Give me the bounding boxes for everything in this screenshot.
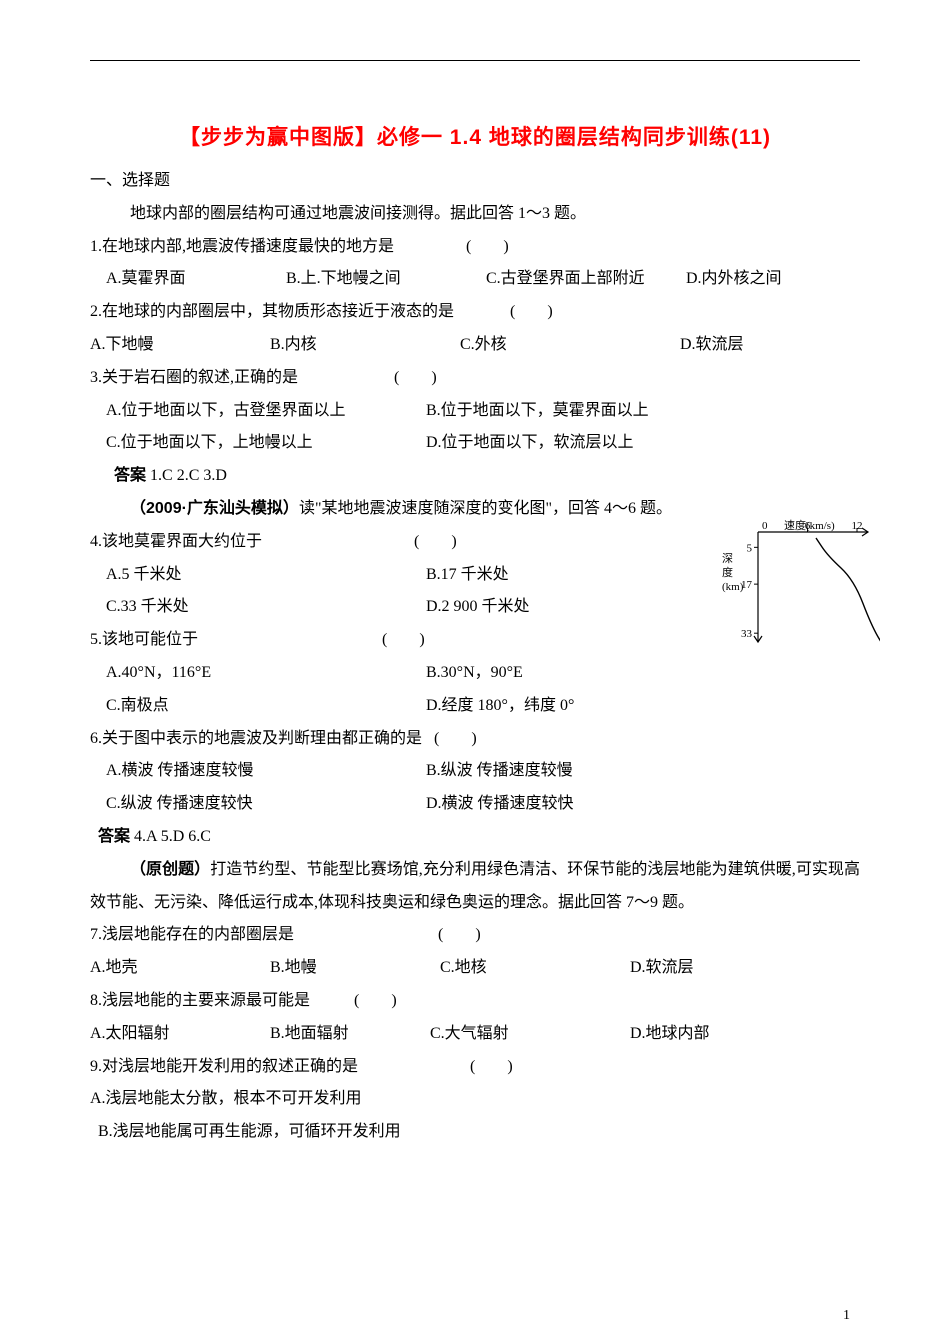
q4-opt-c: C.33 千米处 xyxy=(90,591,426,624)
answers-1-label: 答案 xyxy=(114,467,146,484)
q5-blank: ( ) xyxy=(382,624,425,657)
q5-options-row2: C.南极点 D.经度 180°，纬度 0° xyxy=(90,690,860,723)
q1-stem-text: 1.在地球内部,地震波传播速度最快的地方是 xyxy=(90,238,394,255)
q8-blank: ( ) xyxy=(354,985,397,1018)
q9-stem: 9.对浅层地能开发利用的叙述正确的是 ( ) xyxy=(90,1051,860,1084)
q8-options: A.太阳辐射 B.地面辐射 C.大气辐射 D.地球内部 xyxy=(90,1018,860,1051)
context-2-bold: （2009·广东汕头模拟） xyxy=(130,500,299,517)
q6-stem-text: 6.关于图中表示的地震波及判断理由都正确的是 xyxy=(90,730,422,747)
q5-opt-c: C.南极点 xyxy=(90,690,426,723)
q1-blank: ( ) xyxy=(466,231,509,264)
q3-stem: 3.关于岩石圈的叙述,正确的是 ( ) xyxy=(90,362,860,395)
q2-blank: ( ) xyxy=(510,296,553,329)
q7-options: A.地壳 B.地幔 C.地核 D.软流层 xyxy=(90,952,860,985)
q3-blank: ( ) xyxy=(394,362,437,395)
q6-opt-b: B.纵波 传播速度较慢 xyxy=(426,755,860,788)
answers-2: 答案 4.A 5.D 6.C xyxy=(90,821,860,854)
q6-opt-c: C.纵波 传播速度较快 xyxy=(90,788,426,821)
q4-opt-a: A.5 千米处 xyxy=(90,559,426,592)
svg-text:深: 深 xyxy=(722,552,733,565)
svg-text:6: 6 xyxy=(805,520,811,532)
q7-stem: 7.浅层地能存在的内部圈层是 ( ) xyxy=(90,919,860,952)
context-2-rest: 读"某地地震波速度随深度的变化图"，回答 4～6 题。 xyxy=(299,500,672,517)
q7-opt-c: C.地核 xyxy=(440,952,630,985)
q8-opt-b: B.地面辐射 xyxy=(270,1018,430,1051)
q1-opt-d: D.内外核之间 xyxy=(686,263,782,296)
q1-opt-b: B.上.下地幔之间 xyxy=(286,263,486,296)
section-heading: 一、选择题 xyxy=(90,165,860,198)
top-horizontal-rule xyxy=(90,60,860,61)
seismic-wave-chart: 速度(km/s)0612深度(km)51733 xyxy=(710,518,880,658)
chart-svg: 速度(km/s)0612深度(km)51733 xyxy=(710,518,880,653)
svg-text:12: 12 xyxy=(852,520,863,532)
q7-opt-d: D.软流层 xyxy=(630,952,694,985)
answers-1: 答案 1.C 2.C 3.D xyxy=(90,460,860,493)
q5-opt-b: B.30°N，90°E xyxy=(426,657,860,690)
q5-opt-a: A.40°N，116°E xyxy=(90,657,426,690)
q5-stem-text: 5.该地可能位于 xyxy=(90,631,198,648)
q3-opt-a: A.位于地面以下，古登堡界面以上 xyxy=(90,395,426,428)
q3-stem-text: 3.关于岩石圈的叙述,正确的是 xyxy=(90,369,298,386)
q8-stem-text: 8.浅层地能的主要来源最可能是 xyxy=(90,992,310,1009)
q8-stem: 8.浅层地能的主要来源最可能是 ( ) xyxy=(90,985,860,1018)
document-title: 【步步为赢中图版】必修一 1.4 地球的圈层结构同步训练(11) xyxy=(90,121,860,151)
q6-blank: ( ) xyxy=(434,723,477,756)
answers-1-text: 1.C 2.C 3.D xyxy=(146,467,227,484)
q2-options: A.下地幔 B.内核 C.外核 D.软流层 xyxy=(90,329,860,362)
q3-options-row2: C.位于地面以下，上地幔以上 D.位于地面以下，软流层以上 xyxy=(90,427,860,460)
q1-options: A.莫霍界面 B.上.下地幔之间 C.古登堡界面上部附近 D.内外核之间 xyxy=(90,263,860,296)
q1-opt-a: A.莫霍界面 xyxy=(106,263,286,296)
q9-opt-a: A.浅层地能太分散，根本不可开发利用 xyxy=(90,1083,860,1116)
q2-opt-d: D.软流层 xyxy=(680,329,744,362)
q7-stem-text: 7.浅层地能存在的内部圈层是 xyxy=(90,926,294,943)
q5-opt-d: D.经度 180°，纬度 0° xyxy=(426,690,860,723)
q1-opt-c: C.古登堡界面上部附近 xyxy=(486,263,686,296)
q2-stem: 2.在地球的内部圈层中，其物质形态接近于液态的是 ( ) xyxy=(90,296,860,329)
q6-stem: 6.关于图中表示的地震波及判断理由都正确的是 ( ) xyxy=(90,723,860,756)
answers-2-label: 答案 xyxy=(98,828,130,845)
q9-blank: ( ) xyxy=(470,1051,513,1084)
svg-text:5: 5 xyxy=(747,542,753,554)
q2-opt-a: A.下地幔 xyxy=(90,329,270,362)
q4-stem-text: 4.该地莫霍界面大约位于 xyxy=(90,533,262,550)
context-3: （原创题）打造节约型、节能型比赛场馆,充分利用绿色清洁、环保节能的浅层地能为建筑… xyxy=(90,854,860,920)
q2-stem-text: 2.在地球的内部圈层中，其物质形态接近于液态的是 xyxy=(90,303,454,320)
q7-opt-a: A.地壳 xyxy=(90,952,270,985)
q3-options-row1: A.位于地面以下，古登堡界面以上 B.位于地面以下，莫霍界面以上 xyxy=(90,395,860,428)
q6-opt-d: D.横波 传播速度较快 xyxy=(426,788,860,821)
q7-opt-b: B.地幔 xyxy=(270,952,440,985)
q6-opt-a: A.横波 传播速度较慢 xyxy=(90,755,426,788)
q9-stem-text: 9.对浅层地能开发利用的叙述正确的是 xyxy=(90,1058,358,1075)
q3-opt-d: D.位于地面以下，软流层以上 xyxy=(426,427,860,460)
q4-blank: ( ) xyxy=(414,526,457,559)
svg-text:17: 17 xyxy=(741,579,753,591)
q8-opt-a: A.太阳辐射 xyxy=(90,1018,270,1051)
q5-options-row1: A.40°N，116°E B.30°N，90°E xyxy=(90,657,860,690)
q1-stem: 1.在地球内部,地震波传播速度最快的地方是 ( ) xyxy=(90,231,860,264)
q3-opt-b: B.位于地面以下，莫霍界面以上 xyxy=(426,395,860,428)
q9-opt-b: B.浅层地能属可再生能源，可循环开发利用 xyxy=(90,1116,860,1149)
q2-opt-b: B.内核 xyxy=(270,329,460,362)
q6-options-row1: A.横波 传播速度较慢 B.纵波 传播速度较慢 xyxy=(90,755,860,788)
svg-text:0: 0 xyxy=(762,520,768,532)
q2-opt-c: C.外核 xyxy=(460,329,680,362)
q6-options-row2: C.纵波 传播速度较快 D.横波 传播速度较快 xyxy=(90,788,860,821)
context-3-bold: （原创题） xyxy=(130,861,210,878)
page-number: 1 xyxy=(843,1308,850,1324)
q7-blank: ( ) xyxy=(438,919,481,952)
q3-opt-c: C.位于地面以下，上地幔以上 xyxy=(90,427,426,460)
answers-2-text: 4.A 5.D 6.C xyxy=(130,828,211,845)
q8-opt-d: D.地球内部 xyxy=(630,1018,710,1051)
svg-text:度: 度 xyxy=(722,565,733,579)
svg-text:33: 33 xyxy=(741,628,753,640)
context-1: 地球内部的圈层结构可通过地震波间接测得。据此回答 1～3 题。 xyxy=(90,198,860,231)
q8-opt-c: C.大气辐射 xyxy=(430,1018,630,1051)
